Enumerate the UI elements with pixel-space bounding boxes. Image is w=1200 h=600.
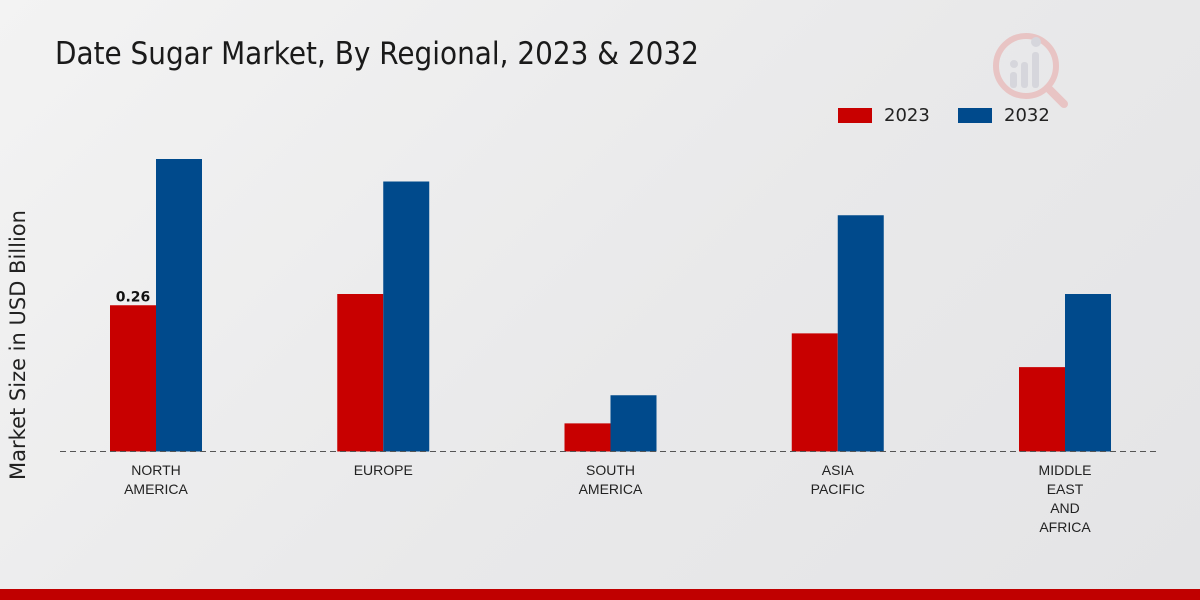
legend-label-2023: 2023	[884, 104, 930, 126]
bar-2032-1	[383, 181, 430, 452]
bar-2023-4	[1019, 367, 1065, 452]
legend-swatch-2032	[958, 107, 992, 123]
bar-2032-2	[610, 395, 657, 452]
legend-swatch-2023	[838, 107, 872, 123]
bar-2023-2	[564, 423, 611, 452]
x-tick-label: MIDDLE EAST AND AFRICA	[1038, 462, 1092, 535]
bottom-accent-bar	[0, 589, 1200, 600]
x-tick-label: SOUTH AMERICA	[578, 462, 643, 497]
watermark-logo-icon	[990, 28, 1070, 112]
x-tick-label: EUROPE	[353, 462, 413, 478]
bar-2023-0	[110, 305, 156, 452]
legend-item-2023: 2023	[838, 104, 930, 126]
x-tick-label: ASIA PACIFIC	[810, 462, 865, 497]
bar-2032-4	[1065, 294, 1111, 452]
data-label: 0.26	[116, 289, 151, 305]
x-tick-label: NORTH AMERICA	[124, 462, 188, 497]
chart-title: Date Sugar Market, By Regional, 2023 & 2…	[55, 36, 699, 72]
legend-item-2032: 2032	[958, 104, 1050, 126]
bar-2032-0	[156, 159, 202, 452]
bar-2032-3	[837, 215, 884, 452]
legend-label-2032: 2032	[1004, 104, 1050, 126]
bar-2023-1	[337, 294, 384, 452]
bar-2023-3	[791, 333, 838, 452]
